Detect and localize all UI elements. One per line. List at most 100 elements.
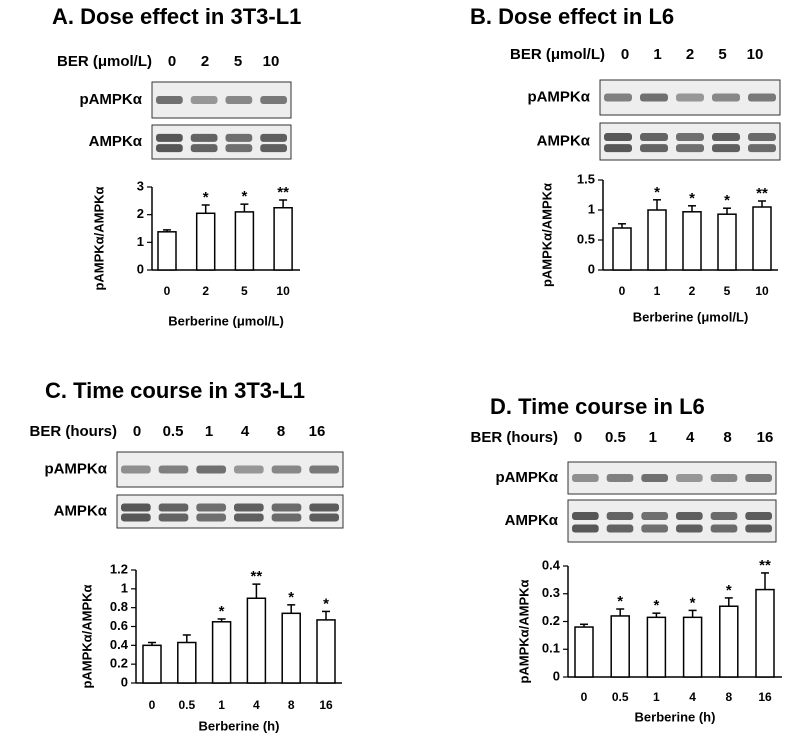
lane-label: 1 — [653, 46, 661, 63]
x-tick-label: 8 — [288, 698, 295, 712]
y-tick-label: 0 — [137, 261, 144, 276]
bar — [647, 209, 667, 271]
blot-band — [196, 465, 226, 474]
bar — [177, 641, 197, 684]
lane-label: 0 — [168, 53, 176, 70]
y-tick-label: 1.2 — [110, 561, 128, 576]
blot-band — [748, 93, 776, 102]
blot-band — [234, 465, 264, 474]
significance: * — [288, 589, 294, 606]
y-axis-label: pAMPKα/AMPKα — [516, 579, 531, 683]
panel-title: D. Time course in L6 — [490, 394, 705, 419]
panel-title: B. Dose effect in L6 — [470, 4, 674, 29]
blot-band — [604, 93, 632, 102]
y-tick-label: 0.4 — [110, 637, 129, 652]
y-tick-label: 0.4 — [542, 557, 561, 572]
x-axis-label: Berberine (h) — [199, 718, 280, 733]
blot-band — [640, 144, 668, 153]
bar — [142, 644, 162, 684]
significance: * — [726, 582, 732, 599]
blot-band — [676, 524, 703, 533]
blot-band — [309, 513, 339, 522]
x-tick-label: 10 — [755, 284, 769, 298]
lane-label: 10 — [263, 53, 280, 70]
lane-label: 8 — [723, 429, 731, 446]
blot-band — [710, 511, 738, 520]
blot-band — [234, 513, 264, 522]
blot-band — [748, 133, 776, 142]
blot-band — [156, 96, 183, 104]
significance: ** — [759, 557, 771, 574]
y-tick-label: 0.1 — [542, 641, 560, 656]
y-tick-label: 0.6 — [110, 618, 128, 633]
blot-band — [234, 503, 264, 512]
blot-band — [309, 503, 339, 512]
blot-band — [676, 144, 704, 153]
blot-row-label: pAMPKα — [527, 88, 590, 105]
y-tick-label: 0.8 — [110, 599, 128, 614]
lane-label: 5 — [234, 53, 242, 70]
bar — [717, 213, 737, 271]
blot-band — [676, 511, 703, 520]
lane-label: 1 — [649, 429, 657, 446]
blot-band — [121, 465, 151, 474]
y-tick-label: 0.2 — [542, 613, 560, 628]
x-tick-label: 8 — [725, 690, 732, 704]
blot-band — [225, 133, 253, 142]
x-tick-label: 1 — [654, 284, 661, 298]
significance: ** — [756, 185, 768, 202]
lane-label: 1 — [205, 423, 213, 440]
blot-frame — [567, 499, 777, 543]
x-tick-label: 5 — [724, 284, 731, 298]
significance: ** — [251, 568, 263, 585]
x-tick-label: 4 — [253, 698, 260, 712]
blot-band — [676, 133, 704, 142]
significance: * — [724, 192, 730, 209]
bar — [281, 612, 301, 684]
x-tick-label: 0 — [149, 698, 156, 712]
blot-band — [640, 93, 668, 102]
bar — [574, 626, 594, 678]
y-axis-label: pAMPKα/AMPKα — [79, 584, 94, 688]
blot-row-label: pAMPKα — [79, 91, 142, 108]
y-tick-label: 1.5 — [577, 171, 595, 186]
bar — [682, 616, 703, 678]
blot-band — [225, 96, 253, 104]
significance: * — [654, 184, 660, 201]
lane-label: 8 — [277, 423, 285, 440]
blot-band — [606, 511, 634, 520]
lane-label: 0.5 — [605, 429, 626, 446]
blot-header: BER (hours) — [30, 423, 118, 440]
bar — [646, 616, 667, 678]
blot-header: BER (μmol/L) — [510, 46, 605, 63]
x-tick-label: 4 — [689, 690, 696, 704]
panel-title: C. Time course in 3T3-L1 — [45, 378, 305, 403]
y-tick-label: 0.2 — [110, 656, 128, 671]
blot-band — [158, 503, 189, 512]
x-tick-label: 10 — [276, 284, 290, 298]
x-tick-label: 0 — [619, 284, 626, 298]
panel-title: A. Dose effect in 3T3-L1 — [52, 4, 301, 29]
y-tick-label: 0.3 — [542, 585, 560, 600]
lane-label: 0.5 — [163, 423, 184, 440]
blot-frame — [116, 494, 344, 529]
y-tick-label: 0.5 — [577, 231, 595, 246]
blot-band — [640, 133, 668, 142]
bar — [682, 211, 702, 271]
blot-band — [260, 96, 287, 104]
x-axis-label: Berberine (h) — [635, 709, 716, 724]
bar — [755, 588, 775, 678]
x-tick-label: 1 — [653, 690, 660, 704]
blot-row-label: AMPKα — [54, 502, 108, 519]
x-axis-label: Berberine (μmol/L) — [633, 309, 749, 324]
x-tick-label: 0.5 — [612, 690, 629, 704]
blot-band — [158, 513, 189, 522]
blot-band — [712, 144, 740, 153]
blot-band — [121, 503, 151, 512]
lane-label: 4 — [241, 423, 250, 440]
blot-band — [190, 133, 218, 142]
blot-band — [710, 474, 738, 482]
bar — [234, 211, 255, 271]
